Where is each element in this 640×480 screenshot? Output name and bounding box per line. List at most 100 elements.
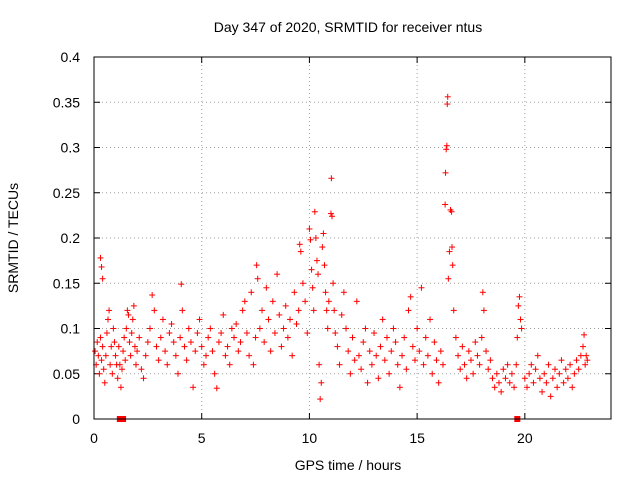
data-point	[446, 248, 453, 255]
data-point	[388, 348, 395, 355]
data-point	[271, 330, 278, 337]
data-point	[172, 352, 179, 359]
data-point	[330, 280, 337, 287]
data-point	[133, 361, 140, 368]
data-point	[549, 375, 556, 382]
data-point	[117, 384, 124, 391]
data-point	[308, 266, 315, 273]
data-point	[427, 316, 434, 323]
data-point	[213, 385, 220, 392]
data-point	[119, 366, 126, 373]
data-point	[254, 275, 261, 282]
data-point	[448, 208, 455, 215]
data-point	[205, 334, 212, 341]
data-point	[168, 320, 175, 327]
data-point	[101, 379, 108, 386]
data-point	[187, 339, 194, 346]
data-point	[405, 307, 412, 314]
data-point	[315, 271, 322, 278]
data-point	[102, 352, 109, 359]
data-point	[112, 352, 119, 359]
data-point	[209, 348, 216, 355]
data-point	[248, 289, 255, 296]
data-point	[411, 357, 418, 364]
data-point	[449, 262, 456, 269]
data-point	[575, 366, 582, 373]
data-point	[444, 93, 451, 100]
data-point	[144, 339, 151, 346]
data-point	[564, 375, 571, 382]
data-point	[498, 388, 505, 395]
data-point	[179, 307, 186, 314]
data-point	[511, 384, 518, 391]
data-point	[312, 235, 319, 241]
data-point	[545, 361, 552, 368]
data-point	[379, 316, 386, 323]
data-point	[267, 348, 274, 355]
data-point	[536, 375, 543, 382]
data-point	[149, 292, 156, 299]
data-point	[325, 298, 332, 305]
data-point	[207, 325, 214, 332]
data-point	[442, 201, 449, 208]
data-point	[181, 343, 188, 350]
data-point	[318, 379, 325, 386]
data-point	[306, 225, 313, 232]
data-point	[122, 357, 129, 364]
data-point	[129, 316, 136, 323]
data-point	[100, 366, 107, 373]
data-point	[506, 379, 513, 386]
data-points	[92, 93, 591, 422]
data-point	[560, 379, 567, 386]
plot-frame	[93, 56, 612, 420]
data-point	[504, 361, 511, 368]
data-point	[478, 334, 485, 341]
data-point	[164, 361, 171, 368]
data-point	[313, 257, 320, 264]
data-point	[222, 352, 229, 359]
data-point	[259, 307, 266, 314]
data-point	[190, 384, 197, 391]
y-tick-label: 0.2	[61, 230, 81, 246]
data-point	[343, 325, 350, 332]
data-point	[299, 280, 306, 287]
data-point	[485, 366, 492, 373]
data-point	[115, 343, 122, 350]
data-point	[351, 357, 358, 364]
data-point	[577, 352, 584, 359]
data-point	[474, 352, 481, 359]
data-point	[192, 348, 199, 355]
data-point	[159, 316, 166, 323]
data-point	[147, 325, 154, 332]
data-point	[224, 343, 231, 350]
data-point	[386, 370, 393, 377]
data-point	[183, 357, 190, 364]
data-point	[317, 396, 324, 403]
data-point	[276, 311, 283, 318]
data-point	[203, 352, 210, 359]
data-point	[96, 370, 103, 377]
data-point	[495, 379, 502, 386]
data-point	[414, 325, 421, 332]
data-point	[543, 379, 550, 386]
data-point	[177, 334, 184, 341]
data-point	[253, 262, 260, 269]
data-point	[228, 325, 235, 332]
data-point	[155, 357, 162, 364]
data-point	[291, 289, 298, 296]
data-point	[185, 325, 192, 332]
data-point	[278, 343, 285, 350]
data-point	[319, 244, 326, 251]
data-point	[556, 370, 563, 377]
data-point	[584, 357, 591, 364]
data-point	[134, 348, 141, 355]
data-point	[261, 339, 268, 346]
chart-title: Day 347 of 2020, SRMTID for receiver ntu…	[214, 19, 482, 35]
data-point	[526, 370, 533, 377]
grid	[94, 57, 611, 419]
data-point	[127, 352, 134, 359]
data-point	[390, 325, 397, 332]
data-point	[97, 334, 104, 341]
data-point	[514, 334, 521, 341]
data-point	[235, 348, 242, 355]
